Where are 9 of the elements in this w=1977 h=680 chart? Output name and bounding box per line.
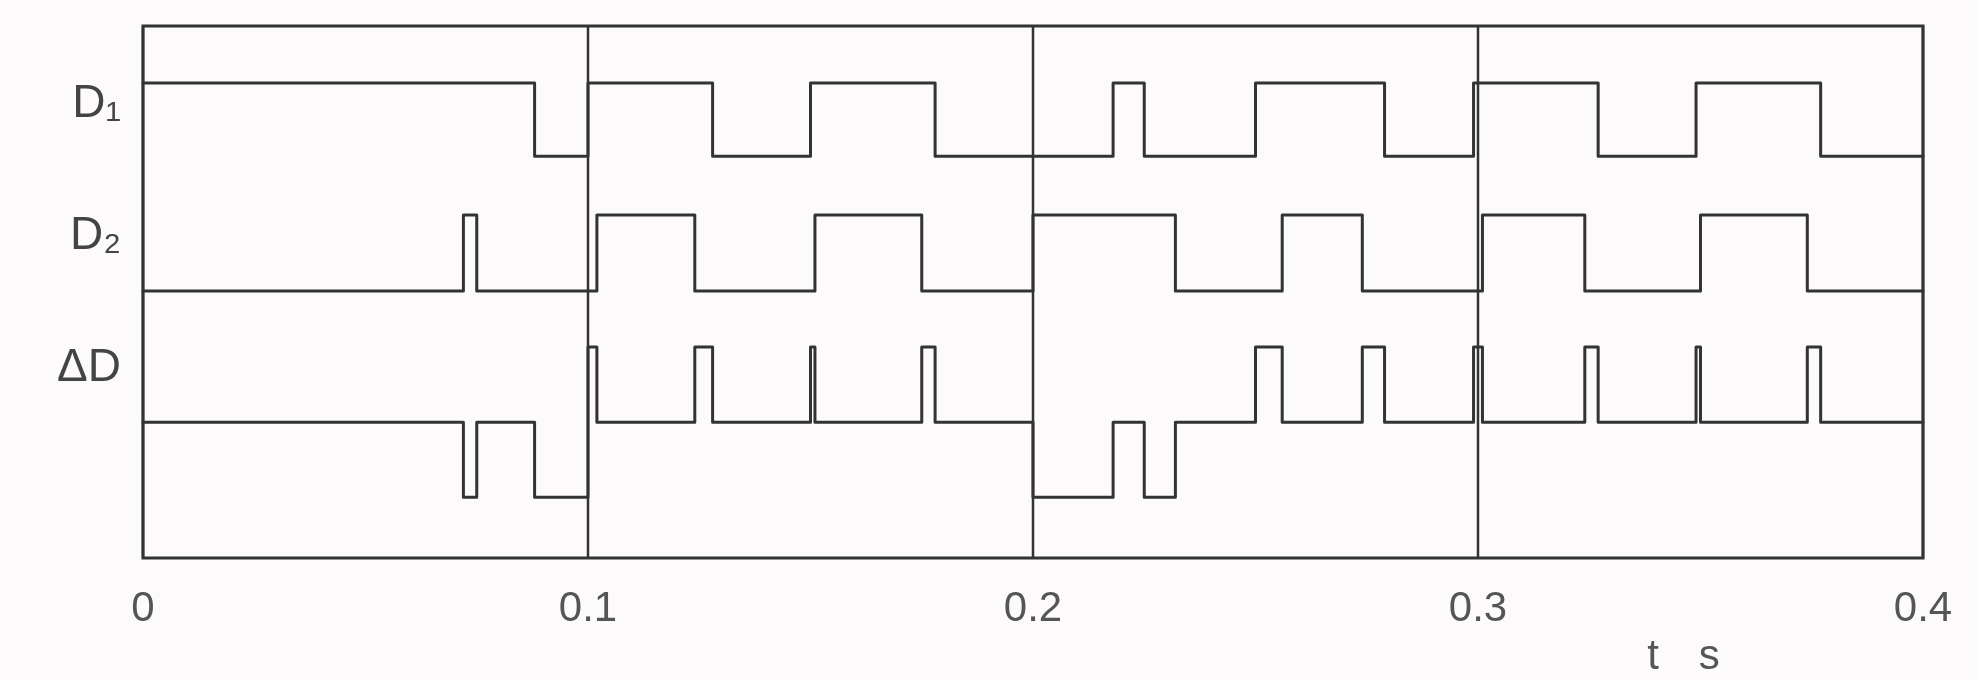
x-tick-label: 0.4 xyxy=(1893,583,1953,631)
x-tick-label: 0.1 xyxy=(558,583,618,631)
x-tick-label: 0.2 xyxy=(1003,583,1063,631)
series-label: ΔD xyxy=(57,339,121,392)
series-label: D₂ xyxy=(69,207,121,260)
x-tick-label: 0.3 xyxy=(1448,583,1508,631)
series-label: D₁ xyxy=(72,75,121,128)
x-tick-label: 0 xyxy=(131,583,155,631)
x-axis-title: t s xyxy=(1647,631,1734,679)
